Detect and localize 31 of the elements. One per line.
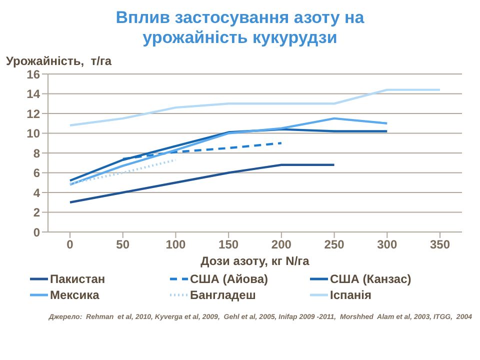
x-tick-label: 250 (324, 238, 345, 252)
y-tick-label: 12 (26, 106, 40, 121)
y-tick-label: 0 (33, 225, 40, 240)
y-tick-label: 6 (33, 166, 40, 180)
legend-label: США (Канзас) (330, 272, 412, 286)
legend-label: Пакистан (50, 272, 106, 286)
y-axis-title: Урожайність, т/га (6, 54, 113, 68)
line-series (122, 142, 283, 160)
legend-label: Бангладеш (190, 288, 256, 302)
x-tick-label: 350 (430, 238, 450, 252)
x-tick-label: 100 (166, 238, 186, 252)
y-tick-label: 4 (33, 186, 40, 200)
x-tick-label: 50 (116, 238, 130, 252)
x-axis-title: Дози азоту, кг N/га (200, 254, 310, 268)
chart-title: Вплив застосування азоту на урожайність кукурудзи (114, 8, 366, 48)
legend-label: США (Айова) (190, 272, 268, 286)
line-series (68, 128, 388, 182)
legend-label: Іспанія (330, 288, 372, 302)
line-series (68, 117, 388, 186)
x-tick-label: 150 (218, 238, 239, 252)
line-series (68, 164, 336, 204)
y-tick-label: 14 (26, 87, 40, 102)
y-tick-label: 2 (33, 206, 40, 220)
x-tick-label: 0 (66, 238, 74, 252)
y-tick-label: 16 (26, 67, 40, 82)
y-tick-label: 10 (26, 126, 40, 141)
y-tick-label: 8 (33, 146, 40, 160)
legend-label: Мексика (50, 288, 100, 302)
line-series (68, 88, 442, 126)
x-tick-label: 200 (271, 238, 292, 252)
x-tick-label: 300 (377, 238, 398, 252)
